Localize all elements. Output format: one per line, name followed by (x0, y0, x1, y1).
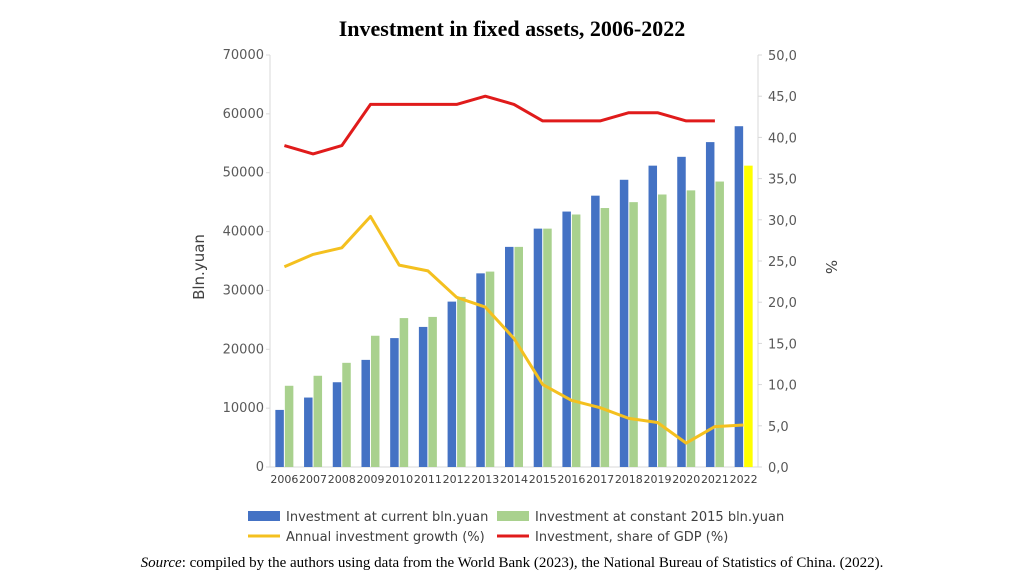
x-tick-label: 2021 (701, 473, 729, 486)
bar-current-2020 (677, 156, 686, 467)
bar-current-2018 (619, 179, 629, 467)
x-tick-label: 2007 (299, 473, 327, 486)
line-share-of-gdp (283, 94, 715, 156)
y-tick-label: 70000 (223, 48, 264, 63)
y2-tick-label: 40,0 (768, 131, 797, 146)
y-tick-label: 50000 (223, 166, 264, 181)
bar-constant-2010 (399, 318, 409, 467)
x-tick-label: 2006 (270, 473, 298, 486)
y-tick-label: 10000 (223, 401, 264, 416)
y-tick-label: 60000 (223, 107, 264, 122)
bar-current-2010 (390, 338, 399, 467)
x-tick-label: 2010 (385, 473, 413, 486)
y2-tick-label: 25,0 (768, 255, 797, 270)
bar-current-2008 (332, 382, 342, 467)
legend-label-growth: Annual investment growth (%) (286, 530, 485, 545)
legend: Investment at current bln.yuan Investmen… (248, 510, 784, 545)
source-note: Source: compiled by the authors using da… (0, 555, 1024, 572)
line-annual-growth (283, 215, 744, 445)
bar-constant-2011 (428, 316, 437, 467)
x-tick-label: 2022 (730, 473, 758, 486)
y-tick-label: 20000 (223, 342, 264, 357)
bar-current-2017 (591, 195, 600, 467)
bar-constant-2013 (485, 271, 495, 467)
bar-constant-2006 (284, 385, 294, 467)
bar-current-2006 (275, 409, 284, 467)
bar-constant-2009 (370, 335, 380, 467)
x-tick-label: 2017 (586, 473, 614, 486)
bar-constant-2022 (744, 165, 753, 467)
bar-constant-2008 (342, 362, 351, 467)
lines (283, 94, 744, 445)
bar-current-2022 (734, 126, 744, 468)
bar-constant-2019 (658, 194, 667, 467)
bar-constant-2018 (629, 202, 638, 467)
bar-current-2012 (447, 301, 457, 467)
legend-label-constant: Investment at constant 2015 bln.yuan (535, 510, 784, 525)
chart-title: Investment in fixed assets, 2006-2022 (338, 16, 686, 41)
legend-label-share: Investment, share of GDP (%) (535, 530, 728, 545)
bar-current-2007 (304, 397, 313, 467)
y-tick-label: 30000 (223, 283, 264, 298)
legend-swatch-constant (497, 511, 529, 521)
y2-tick-label: 30,0 (768, 214, 797, 229)
bar-current-2014 (505, 246, 514, 467)
bar-constant-2016 (571, 214, 581, 467)
x-tick-label: 2012 (443, 473, 471, 486)
bar-current-2021 (705, 142, 715, 467)
x-tick-label: 2009 (356, 473, 384, 486)
bar-constant-2021 (715, 181, 724, 468)
x-tick-label: 2018 (615, 473, 643, 486)
legend-swatch-current (248, 511, 280, 521)
source-text: : compiled by the authors using data fro… (181, 555, 884, 571)
y2-axis-label: % (822, 260, 840, 274)
bar-current-2019 (648, 165, 658, 467)
y2-tick-label: 50,0 (768, 49, 797, 64)
y2-tick-label: 10,0 (768, 379, 797, 394)
x-tick-label: 2014 (500, 473, 528, 486)
bar-current-2013 (476, 273, 485, 467)
bar-constant-2020 (686, 190, 696, 467)
x-tick-label: 2008 (328, 473, 356, 486)
x-tick-label: 2019 (644, 473, 672, 486)
y2-tick-label: 20,0 (768, 296, 797, 311)
bar-constant-2015 (543, 228, 552, 467)
bar-constant-2017 (600, 208, 610, 467)
bar-constant-2007 (313, 375, 323, 467)
y-tick-label: 40000 (223, 225, 264, 240)
bar-constant-2012 (457, 296, 466, 467)
x-tick-label: 2013 (471, 473, 499, 486)
y2-tick-label: 45,0 (768, 90, 797, 105)
y2-tick-label: 15,0 (768, 337, 797, 352)
source-label: Source (140, 555, 182, 571)
bar-current-2016 (562, 211, 571, 467)
bar-constant-2014 (514, 246, 523, 467)
y2-tick-label: 35,0 (768, 173, 797, 188)
y2-tick-label: 0,0 (768, 461, 789, 476)
bars (275, 126, 753, 468)
axes (266, 54, 762, 468)
bar-current-2015 (533, 228, 543, 467)
bar-current-2011 (418, 326, 428, 467)
y2-tick-label: 5,0 (768, 420, 789, 435)
x-tick-label: 2016 (557, 473, 585, 486)
bar-current-2009 (361, 359, 370, 467)
y-axis-label: Bln.yuan (190, 234, 208, 300)
x-tick-label: 2011 (414, 473, 442, 486)
legend-label-current: Investment at current bln.yuan (286, 510, 488, 525)
tick-labels: 0 10000 20000 30000 40000 50000 60000 70000 0,0 5… (223, 48, 797, 486)
x-tick-label: 2020 (672, 473, 700, 486)
y-tick-label: 0 (256, 460, 264, 475)
x-tick-label: 2015 (529, 473, 557, 486)
